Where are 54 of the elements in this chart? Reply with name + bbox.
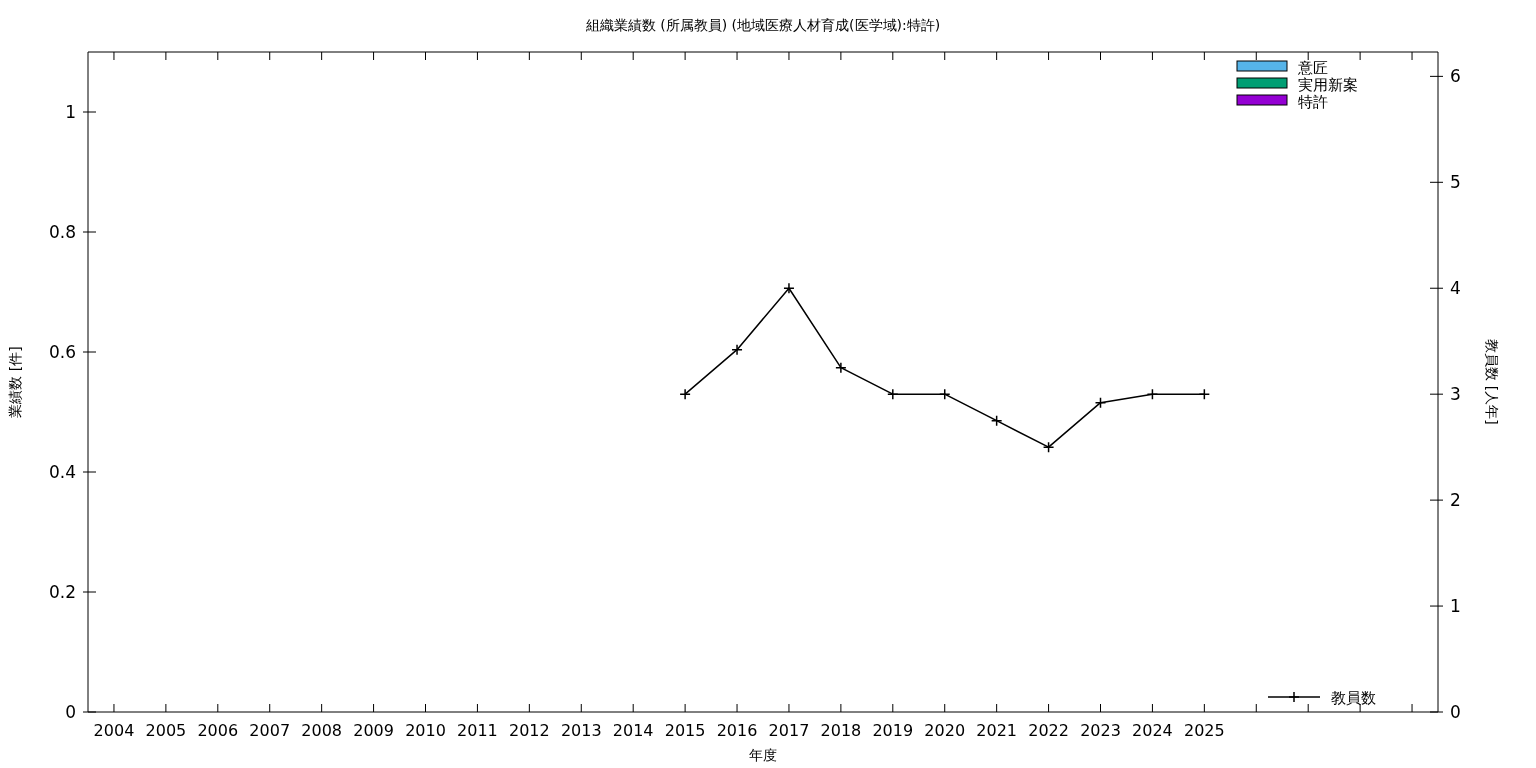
x-tick-label: 2017	[768, 721, 810, 740]
chart-title: 組織業績数 (所属教員) (地域医療人材育成(医学域):特許)	[584, 17, 941, 33]
y-tick-label: 0.4	[48, 462, 76, 482]
y-tick-label: 1	[65, 102, 76, 122]
y-axis-title: 業績数 [件]	[7, 346, 23, 418]
x-tick-label: 2016	[716, 721, 758, 740]
point	[1146, 388, 1159, 400]
y2-axis-title: 教員数 [人年]	[1484, 339, 1500, 425]
y2-tick-label: 4	[1450, 278, 1461, 299]
legend-label: 特許	[1298, 93, 1328, 111]
point	[887, 388, 899, 400]
x-tick-label: 2015	[664, 721, 706, 740]
y-tick-label: 0.8	[48, 222, 76, 242]
legend-label: 意匠	[1297, 59, 1328, 77]
point	[679, 388, 691, 400]
y-tick-label: 0.6	[48, 342, 76, 362]
point	[1094, 396, 1107, 409]
x-tick-label: 2022	[1028, 721, 1069, 740]
point	[731, 343, 743, 356]
y2-tick-label: 5	[1450, 172, 1461, 193]
x-tick-label: 2010	[405, 721, 446, 740]
y-tick-label: 0.2	[48, 582, 76, 602]
x-tick-label: 2005	[145, 721, 187, 740]
x-tick-label: 2013	[560, 721, 602, 740]
y2-tick-label: 0	[1450, 702, 1461, 722]
x-tick-label: 2006	[197, 721, 239, 740]
x-tick-label: 2011	[457, 721, 498, 740]
x-tick-label: 2020	[924, 721, 966, 740]
x-tick-label: 2025	[1183, 721, 1225, 740]
legend-label: 実用新案	[1298, 76, 1358, 94]
point	[783, 282, 795, 294]
x-tick-label: 2023	[1080, 721, 1121, 740]
x-tick-label: 2018	[820, 721, 862, 740]
x-axis-title: 年度	[749, 747, 777, 763]
point	[1198, 388, 1211, 400]
x-tick-label: 2008	[301, 721, 343, 740]
x-tick-label: 2014	[612, 721, 654, 740]
point	[938, 388, 951, 400]
point	[990, 414, 1003, 427]
x-tick-label: 2004	[93, 721, 135, 740]
x-tick-label: 2021	[976, 721, 1018, 740]
x-tick-label: 2019	[872, 721, 914, 740]
point	[1042, 441, 1055, 453]
legend-label: 教員数	[1331, 689, 1376, 707]
y2-tick-label: 1	[1450, 596, 1461, 617]
x-tick-label: 2009	[353, 721, 394, 740]
point	[835, 361, 847, 374]
x-tick-label: 2024	[1132, 721, 1173, 740]
y-tick-label: 0	[65, 702, 76, 722]
x-tick-label: 2007	[249, 721, 291, 740]
y2-tick-label: 6	[1450, 66, 1461, 87]
x-tick-label: 2012	[508, 721, 550, 740]
y2-tick-label: 3	[1450, 384, 1461, 405]
y2-tick-label: 2	[1450, 490, 1461, 511]
